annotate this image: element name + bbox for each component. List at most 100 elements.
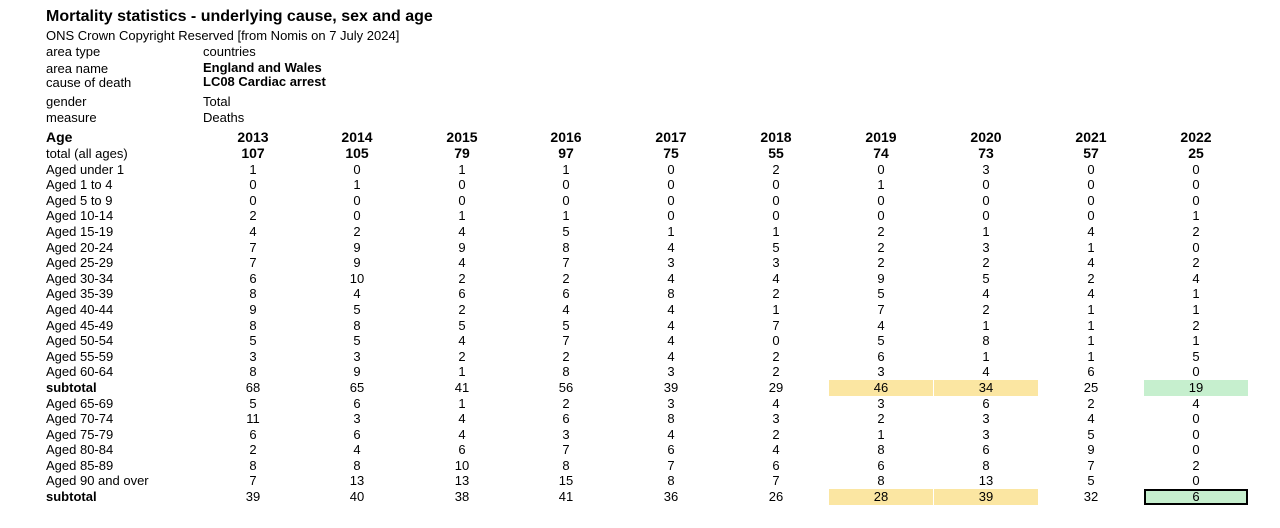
table-cell[interactable]: 8 [982, 333, 990, 349]
table-cell[interactable]: 3 [982, 161, 990, 177]
table-cell[interactable]: 0 [1087, 177, 1095, 193]
table-cell[interactable]: 1 [458, 364, 466, 380]
table-cell[interactable]: 1 [1192, 333, 1200, 349]
table-cell[interactable]: 4 [667, 426, 675, 442]
table-cell[interactable]: 11 [246, 411, 260, 427]
row-label[interactable]: Aged 40-44 [46, 301, 114, 317]
table-cell[interactable]: 5 [877, 333, 885, 349]
meta-value-gender[interactable]: Total [203, 94, 231, 109]
row-label[interactable]: Aged 45-49 [46, 317, 114, 333]
table-cell[interactable]: 6 [458, 442, 466, 458]
table-cell[interactable]: 8 [877, 473, 885, 489]
table-cell[interactable]: 0 [249, 192, 257, 208]
table-cell[interactable]: 2 [1192, 255, 1200, 271]
table-cell[interactable]: 8 [667, 411, 675, 427]
table-cell[interactable]: 3 [667, 364, 675, 380]
table-cell[interactable]: 7 [249, 473, 257, 489]
table-cell[interactable]: 13 [349, 473, 365, 489]
table-cell[interactable]: 2 [249, 442, 257, 458]
table-cell[interactable]: 15 [558, 473, 574, 489]
table-cell[interactable]: 7 [667, 457, 675, 473]
table-cell[interactable]: 57 [1083, 145, 1099, 161]
table-cell[interactable]: 1 [982, 348, 990, 364]
table-cell[interactable]: 73 [978, 145, 994, 161]
table-cell[interactable]: 2 [562, 395, 570, 411]
table-cell[interactable]: 28 [829, 489, 933, 505]
table-cell[interactable]: 68 [245, 379, 261, 395]
table-cell[interactable]: 1 [249, 161, 257, 177]
table-cell[interactable]: 6 [1144, 489, 1248, 505]
table-cell[interactable]: 4 [353, 286, 361, 302]
table-cell[interactable]: 29 [768, 379, 784, 395]
table-cell[interactable]: 7 [562, 255, 570, 271]
meta-value-area-name[interactable]: England and Wales [203, 60, 322, 75]
table-cell[interactable]: 3 [982, 426, 990, 442]
row-label[interactable]: total (all ages) [46, 146, 128, 161]
table-cell[interactable]: 2 [1192, 317, 1200, 333]
table-cell[interactable]: 6 [772, 457, 780, 473]
year-header[interactable]: 2018 [760, 129, 792, 145]
table-cell[interactable]: 6 [1087, 364, 1095, 380]
table-cell[interactable]: 0 [667, 177, 675, 193]
meta-label-area-type[interactable]: area type [46, 44, 101, 59]
table-cell[interactable]: 0 [772, 192, 780, 208]
table-cell[interactable]: 0 [982, 177, 990, 193]
table-cell[interactable]: 0 [982, 192, 990, 208]
row-label[interactable]: Aged 30-34 [46, 270, 114, 286]
year-header[interactable]: 2021 [1075, 129, 1107, 145]
table-cell[interactable]: 5 [353, 301, 361, 317]
table-cell[interactable]: 2 [1087, 270, 1095, 286]
table-cell[interactable]: 4 [667, 348, 675, 364]
table-cell[interactable]: 1 [1087, 348, 1095, 364]
table-cell[interactable]: 0 [1087, 161, 1095, 177]
table-cell[interactable]: 0 [667, 192, 675, 208]
table-cell[interactable]: 13 [454, 473, 470, 489]
table-cell[interactable]: 1 [772, 301, 780, 317]
row-label[interactable]: Aged 15-19 [46, 223, 114, 239]
table-cell[interactable]: 2 [982, 301, 990, 317]
table-cell[interactable]: 8 [562, 457, 570, 473]
table-cell[interactable]: 9 [458, 239, 466, 255]
table-cell[interactable]: 0 [667, 161, 675, 177]
table-cell[interactable]: 1 [458, 161, 466, 177]
table-cell[interactable]: 4 [772, 442, 780, 458]
table-cell[interactable]: 3 [982, 411, 990, 427]
table-cell[interactable]: 1 [353, 177, 361, 193]
table-cell[interactable]: 3 [982, 239, 990, 255]
year-header[interactable]: 2016 [550, 129, 582, 145]
table-cell[interactable]: 1 [562, 208, 570, 224]
table-cell[interactable]: 0 [1192, 239, 1200, 255]
table-cell[interactable]: 10 [349, 270, 365, 286]
table-cell[interactable]: 7 [877, 301, 885, 317]
table-cell[interactable]: 0 [877, 161, 885, 177]
table-cell[interactable]: 19 [1144, 379, 1248, 396]
table-cell[interactable]: 9 [249, 301, 257, 317]
table-cell[interactable]: 36 [663, 489, 679, 505]
table-cell[interactable]: 7 [562, 442, 570, 458]
table-cell[interactable]: 4 [667, 301, 675, 317]
table-cell[interactable]: 38 [454, 489, 470, 505]
table-cell[interactable]: 6 [982, 395, 990, 411]
row-label[interactable]: Aged 5 to 9 [46, 192, 113, 208]
table-cell[interactable]: 41 [454, 379, 470, 395]
table-cell[interactable]: 0 [667, 208, 675, 224]
table-cell[interactable]: 8 [249, 286, 257, 302]
table-cell[interactable]: 0 [877, 192, 885, 208]
table-cell[interactable]: 8 [667, 473, 675, 489]
table-cell[interactable]: 3 [877, 395, 885, 411]
meta-value-area-type[interactable]: countries [203, 44, 256, 59]
table-cell[interactable]: 6 [982, 442, 990, 458]
table-cell[interactable]: 0 [1192, 411, 1200, 427]
table-cell[interactable]: 1 [1087, 333, 1095, 349]
table-cell[interactable]: 8 [249, 457, 257, 473]
meta-label-gender[interactable]: gender [46, 94, 87, 109]
row-label[interactable]: Aged 20-24 [46, 239, 114, 255]
table-cell[interactable]: 34 [934, 379, 1038, 396]
table-cell[interactable]: 8 [249, 317, 257, 333]
table-cell[interactable]: 46 [829, 379, 933, 396]
table-cell[interactable]: 2 [353, 223, 361, 239]
table-cell[interactable]: 5 [772, 239, 780, 255]
table-cell[interactable]: 10 [454, 457, 470, 473]
table-cell[interactable]: 4 [458, 223, 466, 239]
table-cell[interactable]: 2 [982, 255, 990, 271]
